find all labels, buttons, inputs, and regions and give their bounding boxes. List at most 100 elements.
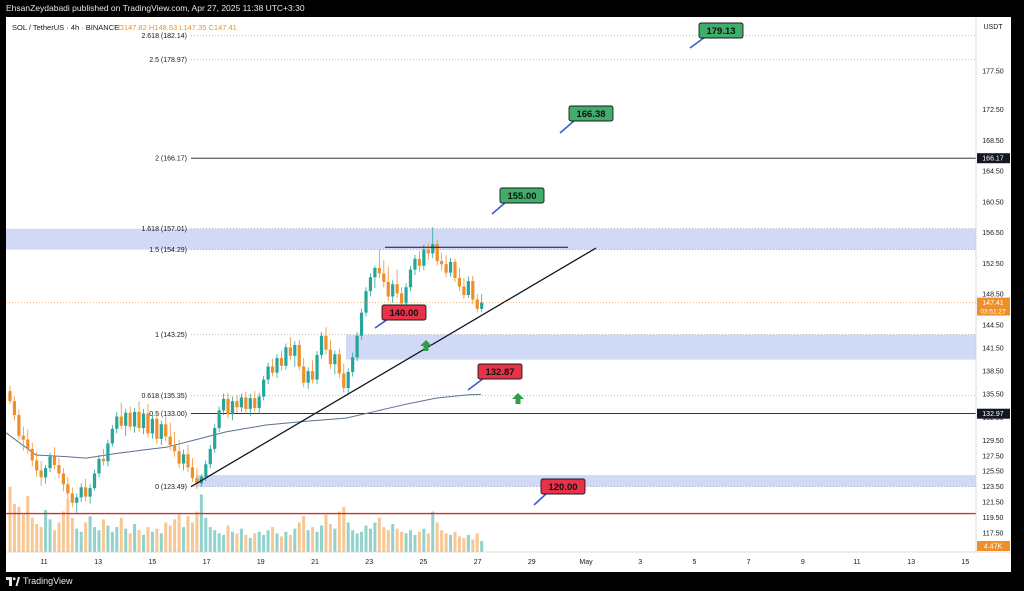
- candle[interactable]: [306, 371, 310, 383]
- candle[interactable]: [311, 371, 315, 380]
- candle[interactable]: [110, 428, 114, 444]
- candle[interactable]: [386, 281, 390, 297]
- candle[interactable]: [244, 397, 248, 409]
- candle[interactable]: [168, 436, 172, 446]
- candle[interactable]: [30, 448, 34, 461]
- candle[interactable]: [35, 460, 39, 471]
- candle[interactable]: [213, 428, 217, 449]
- candle[interactable]: [226, 398, 230, 415]
- candles-layer[interactable]: [8, 227, 484, 513]
- candle[interactable]: [346, 371, 350, 389]
- candle[interactable]: [159, 424, 163, 439]
- candle[interactable]: [440, 261, 444, 265]
- candle[interactable]: [222, 398, 226, 411]
- candle[interactable]: [266, 366, 270, 380]
- candle[interactable]: [351, 357, 355, 372]
- candle[interactable]: [8, 391, 12, 402]
- candle[interactable]: [186, 454, 190, 468]
- candle[interactable]: [75, 497, 79, 503]
- time-axis[interactable]: 11 13 15 17 19 21 23 25 27 29 May 3 5 7 9 11 13 15: [6, 551, 1011, 572]
- candle[interactable]: [177, 451, 181, 464]
- candle[interactable]: [208, 448, 212, 465]
- candle[interactable]: [146, 413, 150, 434]
- chart-panel[interactable]: 2.618 (182.14) 2.5 (178.97) 2 (166.17) 1.61…: [5, 17, 1011, 572]
- candle[interactable]: [480, 302, 484, 309]
- candle[interactable]: [101, 458, 106, 462]
- candle[interactable]: [319, 335, 324, 355]
- candle[interactable]: [400, 293, 404, 304]
- moving-average-line[interactable]: [5, 393, 482, 459]
- candle[interactable]: [382, 273, 386, 282]
- candle[interactable]: [70, 493, 74, 503]
- candle[interactable]: [155, 418, 159, 439]
- candle[interactable]: [453, 261, 457, 279]
- candle[interactable]: [293, 344, 297, 356]
- candle[interactable]: [355, 335, 359, 358]
- candle[interactable]: [52, 456, 57, 466]
- candle[interactable]: [164, 424, 168, 437]
- candle[interactable]: [115, 416, 119, 429]
- candle[interactable]: [248, 398, 252, 409]
- candle[interactable]: [315, 354, 319, 380]
- candle[interactable]: [128, 412, 132, 427]
- candle[interactable]: [431, 244, 435, 254]
- candle[interactable]: [239, 397, 243, 408]
- candle[interactable]: [21, 435, 25, 440]
- candle[interactable]: [61, 473, 65, 485]
- candle[interactable]: [57, 465, 61, 474]
- candle[interactable]: [150, 418, 154, 434]
- drawings-layer[interactable]: 179.13 166.38 155.00 140.00 132.87 120.00: [6, 22, 976, 515]
- candle[interactable]: [395, 284, 399, 294]
- chart-svg[interactable]: 2.618 (182.14) 2.5 (178.97) 2 (166.17) 1.61…: [5, 17, 1011, 572]
- candle[interactable]: [124, 412, 128, 426]
- candle[interactable]: [106, 443, 110, 462]
- candle[interactable]: [92, 473, 97, 489]
- target-box[interactable]: [381, 304, 427, 321]
- candle[interactable]: [426, 249, 430, 254]
- candle[interactable]: [435, 244, 439, 262]
- candle[interactable]: [204, 464, 208, 477]
- price-zone[interactable]: [6, 228, 976, 250]
- candle[interactable]: [457, 278, 462, 287]
- candle[interactable]: [404, 287, 408, 304]
- candle[interactable]: [17, 415, 21, 436]
- candle[interactable]: [297, 344, 301, 367]
- candle[interactable]: [475, 299, 479, 309]
- candle[interactable]: [279, 358, 284, 366]
- candle[interactable]: [417, 258, 421, 266]
- candle[interactable]: [368, 277, 373, 292]
- rising-trendline[interactable]: [190, 247, 597, 488]
- candle[interactable]: [133, 411, 137, 427]
- candle[interactable]: [377, 268, 381, 274]
- candle[interactable]: [26, 439, 30, 449]
- candle[interactable]: [373, 268, 377, 278]
- candle[interactable]: [66, 484, 70, 494]
- candle[interactable]: [12, 401, 17, 416]
- candle[interactable]: [448, 261, 453, 273]
- candle[interactable]: [119, 416, 123, 426]
- candle[interactable]: [141, 413, 146, 429]
- candle[interactable]: [337, 354, 341, 374]
- price-zone[interactable]: [196, 475, 976, 487]
- candle[interactable]: [253, 398, 257, 409]
- candle[interactable]: [324, 335, 328, 350]
- candle[interactable]: [79, 487, 83, 498]
- candle[interactable]: [137, 411, 141, 429]
- candle[interactable]: [408, 269, 413, 288]
- target-box[interactable]: [568, 105, 614, 122]
- candle[interactable]: [39, 470, 43, 478]
- candle[interactable]: [413, 258, 417, 270]
- candle[interactable]: [302, 366, 306, 383]
- candle[interactable]: [257, 396, 261, 409]
- price-zone[interactable]: [346, 334, 976, 360]
- target-box[interactable]: [698, 22, 744, 39]
- candle[interactable]: [181, 454, 186, 464]
- target-box[interactable]: [540, 478, 586, 495]
- candle[interactable]: [328, 349, 332, 365]
- candle[interactable]: [88, 488, 92, 497]
- candle[interactable]: [235, 401, 239, 408]
- target-box[interactable]: [499, 187, 545, 204]
- candle[interactable]: [262, 379, 266, 397]
- candle[interactable]: [342, 373, 346, 389]
- candle[interactable]: [230, 401, 235, 415]
